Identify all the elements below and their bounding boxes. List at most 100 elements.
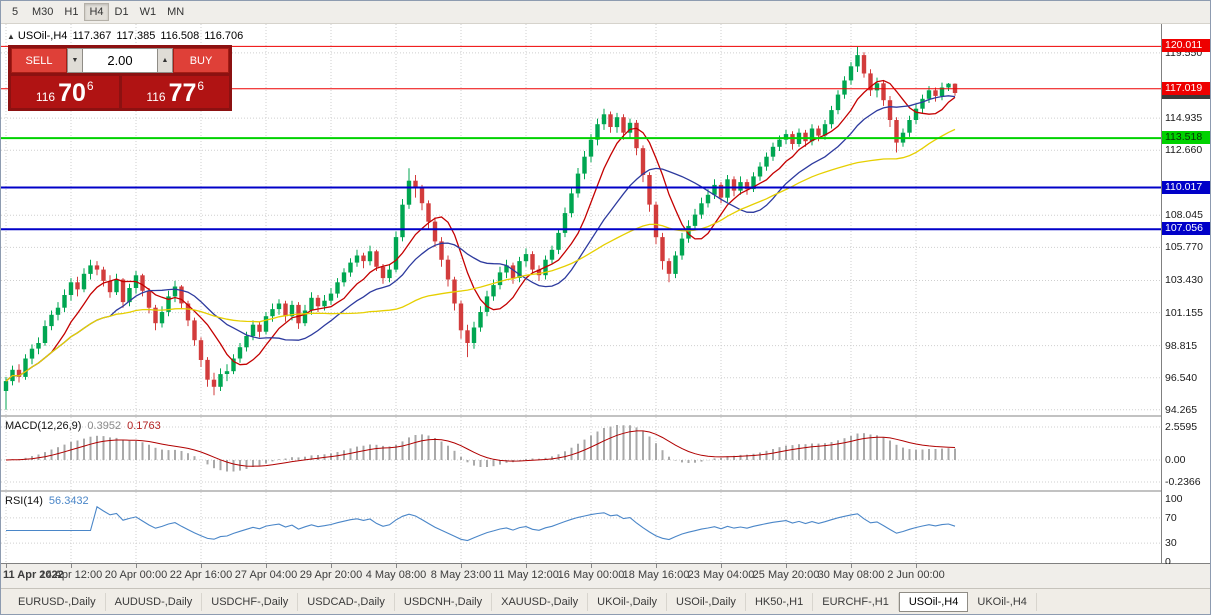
time-tick <box>916 564 917 568</box>
time-tick <box>331 564 332 568</box>
time-label: 11 Apr 2022 <box>3 569 64 581</box>
timeframe-h1[interactable]: H1 <box>59 3 83 21</box>
buy-button[interactable]: BUY <box>173 48 229 73</box>
time-axis[interactable]: 11 Apr 2022 14 Apr 12:00 20 Apr 00:00 22 Ap… <box>1 564 1210 588</box>
rsi-panel[interactable]: RSI(14) 56.3432 <box>1 492 1161 563</box>
price-tick: 101.155 <box>1165 307 1203 319</box>
bid-pips: 70 <box>58 79 86 108</box>
ask-frac: 6 <box>197 79 205 93</box>
tab-usoil-h4[interactable]: USOil-,H4 <box>898 592 969 612</box>
time-label: 27 Apr 04:00 <box>234 569 298 581</box>
rsi-panel-separator[interactable] <box>1 490 1210 492</box>
price-tick: 103.430 <box>1165 274 1203 286</box>
chart-open: 117.367 <box>72 30 112 42</box>
volume-increase-button[interactable]: ▲ <box>157 48 173 73</box>
price-axis[interactable]: 119.550 114.935 112.660 108.045 105.770 103.4… <box>1161 24 1210 568</box>
ask-pips: 77 <box>168 79 197 108</box>
chart-ohlc-header: ▲ USOil-,H4 117.367 117.385 116.508 116.706 <box>7 30 248 42</box>
tab-ukoil-h4[interactable]: UKOil-,H4 <box>968 593 1037 611</box>
price-tick: 108.045 <box>1165 209 1203 221</box>
bid-frac: 6 <box>86 79 94 93</box>
price-tag: 120.011 <box>1162 39 1210 52</box>
timeframe-mn[interactable]: MN <box>162 3 189 21</box>
price-tag: 117.019 <box>1162 82 1210 95</box>
macd-header: MACD(12,26,9) 0.3952 0.1763 <box>5 420 161 432</box>
tab-usoil-daily[interactable]: USOil-,Daily <box>667 593 746 611</box>
rsi-axis-label: 70 <box>1165 512 1177 524</box>
tab-usdcad-daily[interactable]: USDCAD-,Daily <box>298 593 395 611</box>
timeframe-5[interactable]: 5 <box>4 3 26 21</box>
time-tick <box>136 564 137 568</box>
timeframe-h4[interactable]: H4 <box>84 3 109 21</box>
timeframe-w1[interactable]: W1 <box>135 3 162 21</box>
time-tick <box>201 564 202 568</box>
sell-button[interactable]: SELL <box>11 48 67 73</box>
time-label: 4 May 08:00 <box>365 569 427 581</box>
macd-canvas[interactable] <box>1 417 1161 490</box>
macd-value-main: 0.3952 <box>87 420 122 432</box>
ask-price-button[interactable]: 116 77 6 <box>121 76 229 108</box>
time-label: 14 Apr 12:00 <box>39 569 103 581</box>
time-label: 22 Apr 16:00 <box>169 569 233 581</box>
price-tag: 113.518 <box>1162 131 1210 144</box>
rsi-axis-label: 30 <box>1165 537 1177 549</box>
macd-axis-label: 0.00 <box>1165 454 1186 466</box>
rsi-value: 56.3432 <box>48 495 89 507</box>
time-label: 16 May 00:00 <box>557 569 625 581</box>
volume-decrease-button[interactable]: ▼ <box>67 48 83 73</box>
macd-title: MACD(12,26,9) <box>5 420 82 432</box>
tab-hk50-h1[interactable]: HK50-,H1 <box>746 593 814 611</box>
chart-symbol: USOil-,H4 <box>17 30 68 42</box>
time-label: 18 May 16:00 <box>622 569 690 581</box>
tab-eurchf-h1[interactable]: EURCHF-,H1 <box>813 593 899 611</box>
bid-prefix: 116 <box>35 90 56 104</box>
tab-ukoil-daily[interactable]: UKOil-,Daily <box>588 593 668 611</box>
chart-low: 116.508 <box>160 30 200 42</box>
tab-xauusd-daily[interactable]: XAUUSD-,Daily <box>492 593 589 611</box>
rsi-canvas[interactable] <box>1 492 1161 563</box>
time-label: 11 May 12:00 <box>493 569 559 581</box>
macd-panel-separator[interactable] <box>1 415 1210 417</box>
one-click-toggle-icon[interactable]: ▲ <box>7 32 15 41</box>
symbol-tab-bar: EURUSD-,Daily AUDUSD-,Daily USDCHF-,Daily U… <box>1 588 1210 614</box>
time-tick <box>591 564 592 568</box>
candlestick-canvas[interactable] <box>1 24 1161 415</box>
time-tick <box>851 564 852 568</box>
timeframe-m30[interactable]: M30 <box>27 3 58 21</box>
price-tag: 107.056 <box>1162 222 1210 235</box>
tab-usdchf-daily[interactable]: USDCHF-,Daily <box>202 593 299 611</box>
price-tag: 110.017 <box>1162 181 1210 194</box>
tab-eurusd-daily[interactable]: EURUSD-,Daily <box>9 593 106 611</box>
time-tick <box>786 564 787 568</box>
price-tick: 94.265 <box>1165 404 1198 416</box>
time-label: 2 Jun 00:00 <box>887 569 945 581</box>
one-click-trading-panel: SELL ▼ ▲ BUY 116 70 6 116 77 6 <box>8 45 232 111</box>
time-label: 8 May 23:00 <box>430 569 492 581</box>
macd-axis-label: 2.5595 <box>1165 421 1198 433</box>
time-tick <box>396 564 397 568</box>
chart-base-line <box>1 563 1210 564</box>
tab-usdcnh-daily[interactable]: USDCNH-,Daily <box>395 593 493 611</box>
timeframe-toolbar: 5 M30 H1 H4 D1 W1 MN <box>1 1 1210 24</box>
macd-axis-label: -0.2366 <box>1165 476 1201 488</box>
price-tick: 98.815 <box>1165 340 1198 352</box>
time-label: 29 Apr 20:00 <box>299 569 363 581</box>
bid-price-button[interactable]: 116 70 6 <box>11 76 119 108</box>
price-tick: 96.540 <box>1165 372 1198 384</box>
rsi-header: RSI(14) 56.3432 <box>5 495 89 507</box>
time-label: 25 May 20:00 <box>752 569 820 581</box>
time-label: 20 Apr 00:00 <box>104 569 168 581</box>
time-tick <box>71 564 72 568</box>
rsi-title: RSI(14) <box>5 495 43 507</box>
time-tick <box>6 564 7 568</box>
macd-value-signal: 0.1763 <box>127 420 161 432</box>
macd-panel[interactable]: MACD(12,26,9) 0.3952 0.1763 <box>1 417 1161 490</box>
time-tick <box>656 564 657 568</box>
volume-input[interactable] <box>83 48 157 73</box>
tab-audusd-daily[interactable]: AUDUSD-,Daily <box>106 593 203 611</box>
timeframe-d1[interactable]: D1 <box>110 3 134 21</box>
time-label: 30 May 08:00 <box>817 569 885 581</box>
time-label: 23 May 04:00 <box>687 569 755 581</box>
price-chart[interactable]: ▲ USOil-,H4 117.367 117.385 116.508 116.706 S… <box>1 24 1161 415</box>
